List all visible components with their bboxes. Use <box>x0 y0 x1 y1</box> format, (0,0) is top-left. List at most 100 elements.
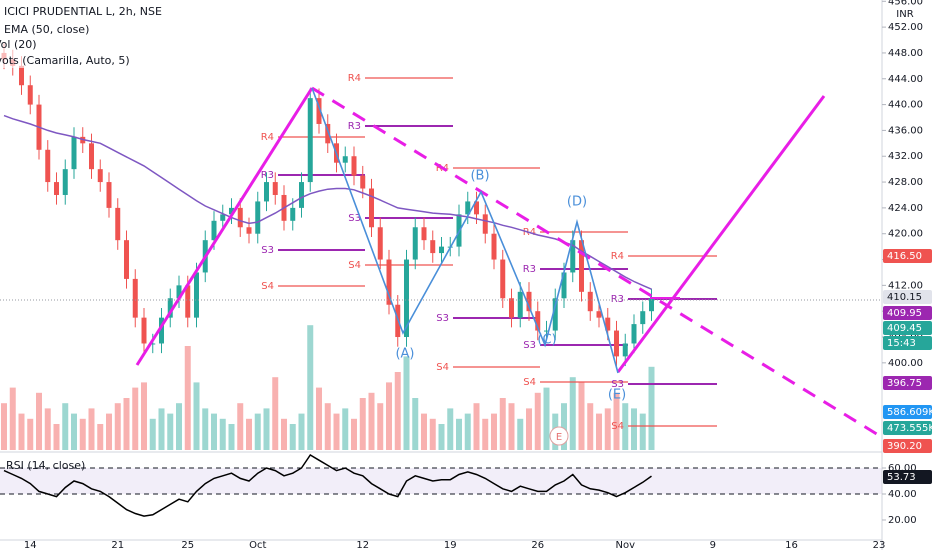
volume-bar <box>491 413 497 450</box>
candle-body <box>45 149 51 183</box>
drawings <box>0 86 882 446</box>
price-label: 473.555K <box>887 423 932 434</box>
volume-bar <box>596 413 602 450</box>
volume-bar <box>158 408 165 450</box>
candle-body <box>587 291 593 312</box>
candle-body <box>614 330 619 357</box>
price-label-bg <box>883 439 932 453</box>
candle-body <box>640 311 646 325</box>
volume-bar <box>71 413 77 450</box>
volume-bar <box>447 408 454 450</box>
volume-bar <box>307 325 314 450</box>
pivot-label: R4 <box>261 132 274 143</box>
x-tick-label: Oct <box>249 540 266 550</box>
volume-bar <box>438 424 445 450</box>
price-label-bg <box>883 336 932 350</box>
candle-body <box>386 259 392 305</box>
y-tick-label: 60.00 <box>888 463 917 474</box>
candle-body <box>404 259 409 338</box>
volume-bar <box>132 387 139 450</box>
y-tick-label: 436.00 <box>888 125 923 136</box>
candle-body <box>62 169 68 195</box>
pattern-label: (A) <box>395 347 414 362</box>
price-label-bg <box>883 249 932 263</box>
candle-body <box>115 207 121 241</box>
candle-body <box>27 85 33 105</box>
volume-bar <box>517 418 524 450</box>
trend-line-dashed <box>311 86 881 438</box>
candle-body <box>132 278 138 318</box>
x-tick-label: 9 <box>710 540 716 550</box>
candle-body <box>421 227 427 241</box>
candle-body <box>141 317 147 344</box>
y-tick-label: 452.00 <box>888 22 923 33</box>
candle-body <box>509 298 514 318</box>
pivot-label: S4 <box>523 377 536 388</box>
volume-bar <box>429 418 436 450</box>
pivot-label: S4 <box>261 281 274 292</box>
indicator-label: Pivots (Camarilla, Auto, 5) <box>0 54 130 67</box>
volume-bar <box>254 413 261 450</box>
event-label: E <box>556 432 562 443</box>
volume-bar <box>499 398 506 450</box>
volume-bar <box>578 382 585 450</box>
candle-body <box>649 298 654 312</box>
price-label: 586.609K <box>887 407 932 418</box>
price-label: 410.15 <box>887 292 922 303</box>
y-tick-label: 440.00 <box>888 100 923 111</box>
rsi-line <box>3 453 652 517</box>
indicator-label: EMA (50, close) <box>4 23 89 36</box>
volume-bar <box>79 418 86 450</box>
candle-body <box>342 156 348 163</box>
volume-bar <box>44 408 51 450</box>
candle-body <box>89 143 94 170</box>
rsi-band <box>0 467 882 494</box>
chart-title: ICICI PRUDENTIAL L, 2h, NSE <box>4 5 162 18</box>
volume-bar <box>613 392 620 450</box>
pivot-label: S3 <box>261 245 274 256</box>
y-tick-label: 400.00 <box>888 358 923 369</box>
price-label-bg <box>883 405 932 419</box>
price-label-bg <box>883 306 932 320</box>
candle-body <box>377 227 383 260</box>
candle-body <box>307 98 313 183</box>
ema-line <box>3 114 652 290</box>
price-label: 409.95 <box>887 308 922 319</box>
candle-body <box>579 240 584 292</box>
candle-body <box>517 291 523 318</box>
volume-bar <box>289 424 296 450</box>
volume-bar <box>1 403 7 450</box>
volume-bar <box>228 424 235 450</box>
candle-body <box>71 136 77 170</box>
candle-body <box>544 330 549 332</box>
price-label: 409.45 <box>887 323 922 334</box>
volume-bar <box>464 413 471 450</box>
candle-body <box>194 272 199 318</box>
pivot-label: R4 <box>611 251 624 262</box>
candle-body <box>150 343 156 345</box>
volume-bar <box>88 408 95 450</box>
pivot-label: R4 <box>348 73 361 84</box>
volume-bar <box>342 408 349 450</box>
volume-bar <box>53 424 60 450</box>
x-tick-label: Nov <box>615 540 635 550</box>
candle-body <box>631 324 637 344</box>
x-tick-label: 21 <box>111 540 124 550</box>
candle-body <box>255 201 261 234</box>
pivot-label: S3 <box>611 379 624 390</box>
pivot-label: S3 <box>436 313 449 324</box>
y-tick-label: 412.00 <box>888 280 923 291</box>
candle-body <box>159 317 164 344</box>
x-tick-label: 19 <box>444 540 457 550</box>
candle-body <box>185 285 191 318</box>
candle-body <box>325 123 331 144</box>
volume-bar <box>569 377 576 450</box>
volume-bar <box>351 418 357 450</box>
price-label: 416.50 <box>887 251 922 262</box>
volume-bar <box>622 403 629 450</box>
y-tick-label: 428.00 <box>888 177 923 188</box>
pattern-label: (B) <box>470 169 489 184</box>
volume-bar <box>394 372 401 450</box>
pivot-label: S4 <box>436 362 449 373</box>
